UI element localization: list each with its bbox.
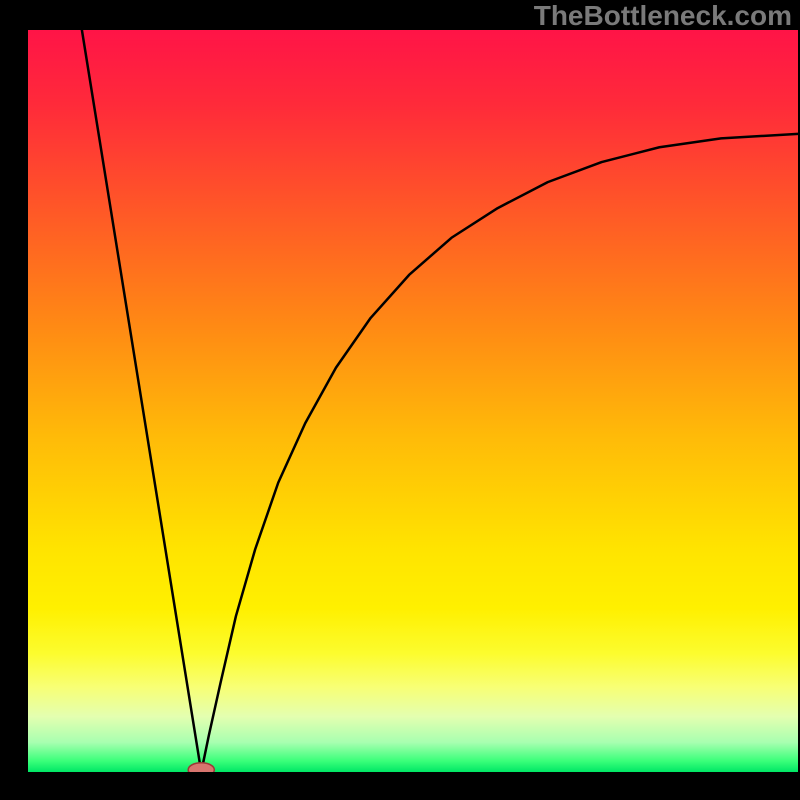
gradient-background bbox=[28, 30, 798, 772]
watermark-text: TheBottleneck.com bbox=[534, 0, 792, 32]
chart-container: TheBottleneck.com bbox=[0, 0, 800, 800]
plot-svg bbox=[28, 30, 798, 772]
optimal-marker bbox=[188, 763, 214, 772]
plot-area bbox=[28, 30, 798, 772]
